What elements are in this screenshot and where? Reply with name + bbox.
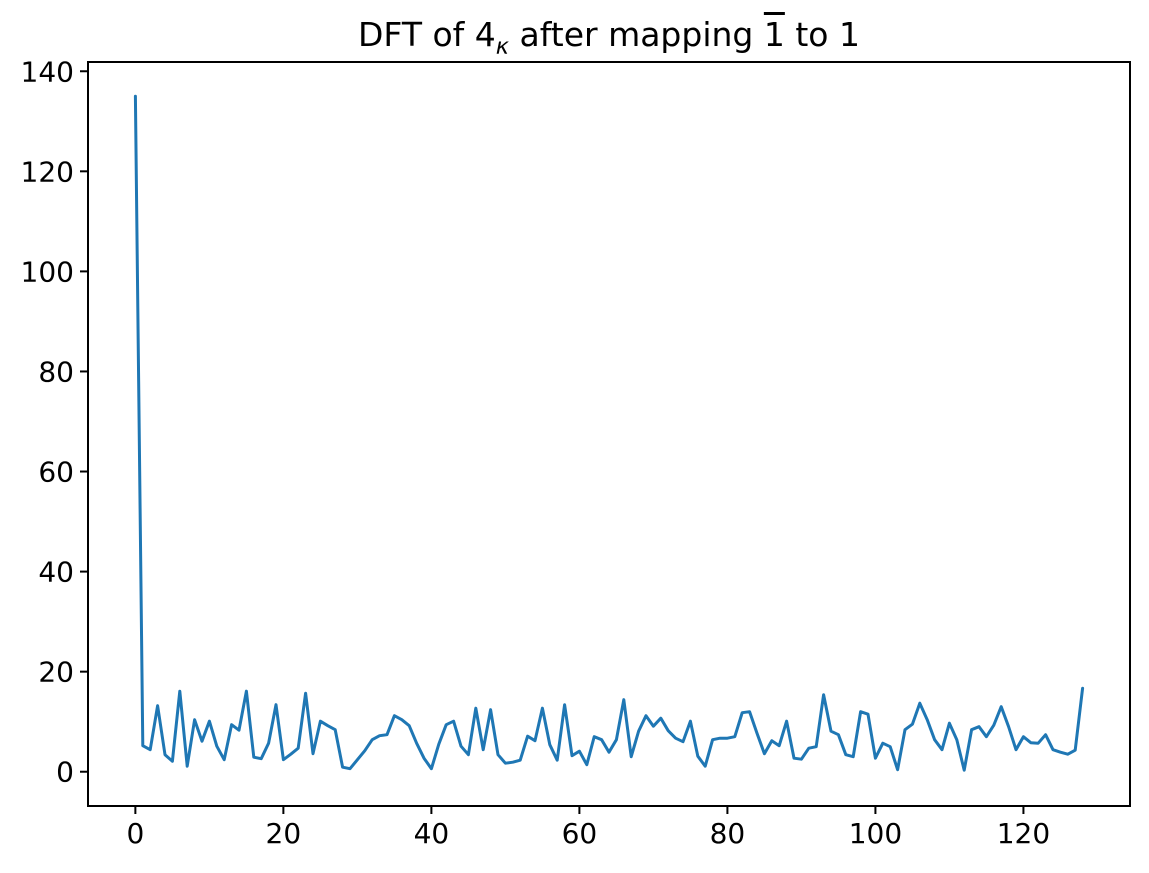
x-axis-tick-label: 100 (849, 817, 902, 850)
y-axis-tick-label: 80 (38, 355, 74, 388)
chart-title-subscript: κ (495, 33, 510, 60)
axes-frame (87, 61, 1131, 807)
chart-title-prefix: DFT of 4 (358, 15, 496, 54)
y-axis-tick-label: 0 (56, 756, 74, 789)
x-axis-tick-label: 40 (414, 817, 450, 850)
chart-title-middle: after mapping (509, 15, 764, 54)
x-axis-tick-label: 120 (997, 817, 1050, 850)
chart-title-suffix: to 1 (784, 15, 860, 54)
y-axis-tick-label: 40 (38, 556, 74, 589)
x-axis-tick-label: 60 (562, 817, 598, 850)
chart-title: DFT of 4κ after mapping 1 to 1 (88, 16, 1130, 60)
x-axis-tick-label: 80 (710, 817, 746, 850)
x-axis-tick-label: 0 (126, 817, 144, 850)
y-axis-tick-label: 100 (21, 255, 74, 288)
y-axis-tick-label: 120 (21, 155, 74, 188)
y-axis-tick-label: 140 (21, 55, 74, 88)
plot-line (133, 94, 1085, 772)
x-axis-tick-label: 20 (266, 817, 302, 850)
y-axis-tick-label: 20 (38, 656, 74, 689)
chart-title-overlined: 1 (763, 15, 785, 54)
y-axis-tick-label: 60 (38, 456, 74, 489)
